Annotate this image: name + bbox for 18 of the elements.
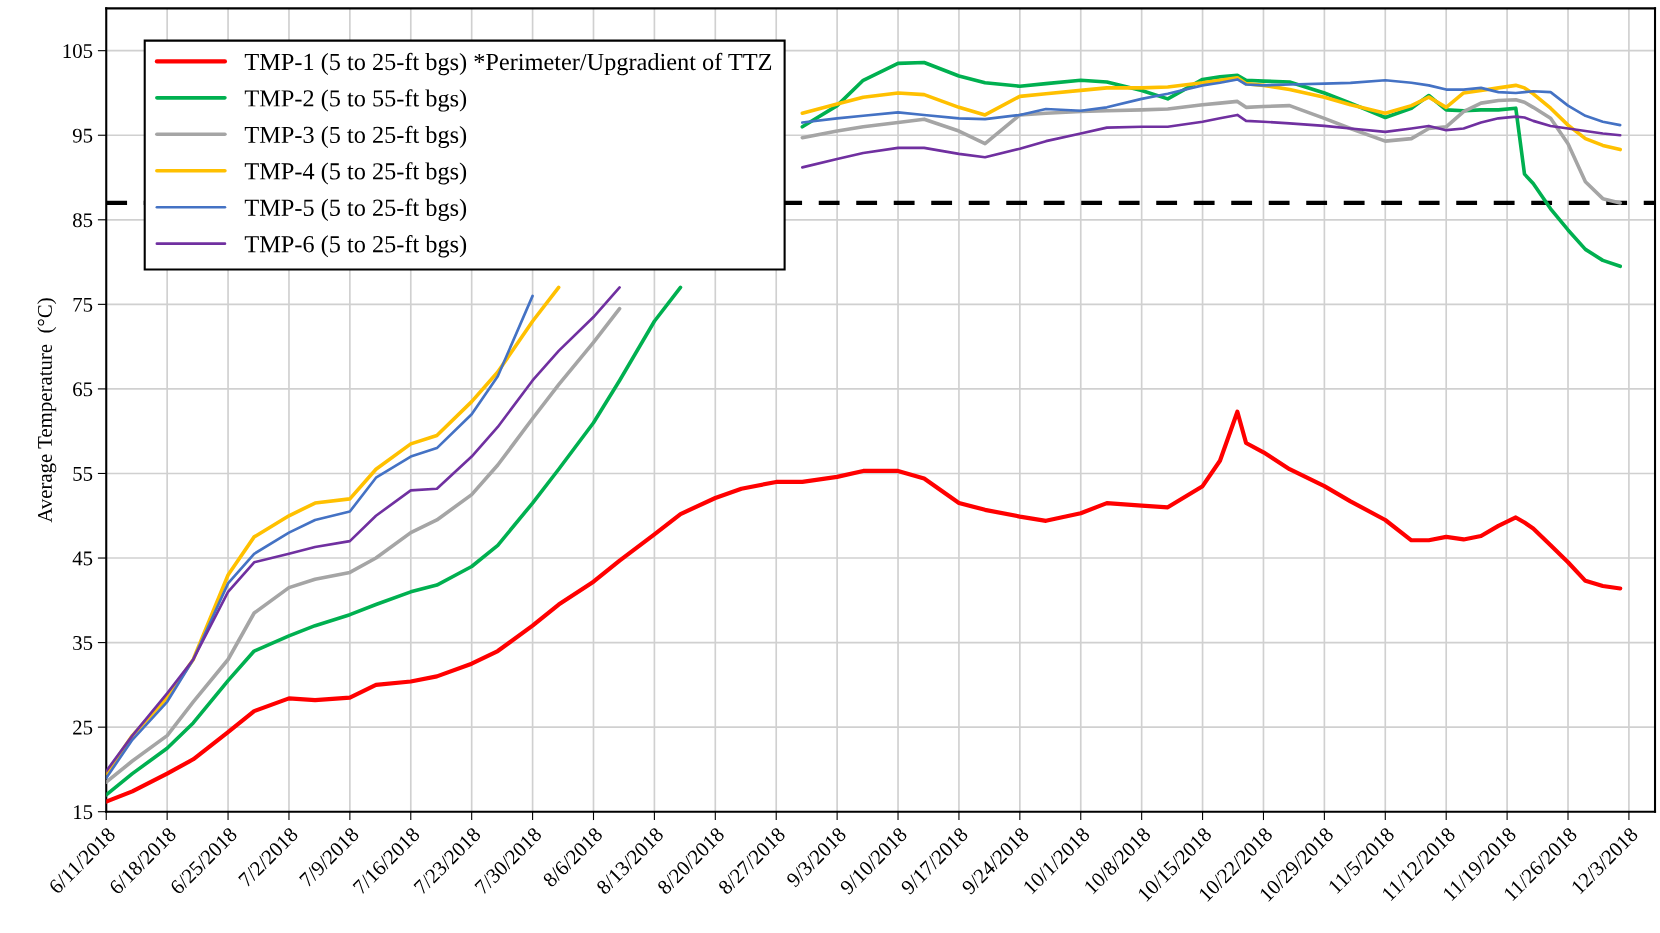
y-tick-label: 45 [72,551,93,566]
y-tick-label: 65 [73,382,93,397]
y-tick-label: 55 [73,467,93,481]
y-tick-label: 25 [73,720,93,735]
legend-label: TMP-2 (5 to 55-ft bgs) [244,89,467,112]
legend-label: TMP-1 (5 to 25-ft bgs) *Perimeter/Upgradient of TTZ [244,52,772,76]
legend-label: TMP-6 (5 to 25-ft bgs) [244,235,467,258]
y-tick-label: 35 [73,636,93,651]
legend-label: TMP-3 (5 to 25-ft bgs) [244,125,467,149]
line-series [106,409,1623,804]
y-tick-label: 95 [72,128,93,143]
legend-label: TMP-5 (5 to 25-ft bgs) [244,198,467,221]
y-tick-label: 15 [74,805,93,820]
y-tick-label: 85 [73,213,93,228]
legend-label: TMP-4 (5 to 25-ft bgs) [244,162,467,185]
y-tick-label: 75 [73,297,93,312]
y-axis-title: Average Temperature (°C) [37,298,57,523]
y-tick-label: 105 [63,44,93,59]
